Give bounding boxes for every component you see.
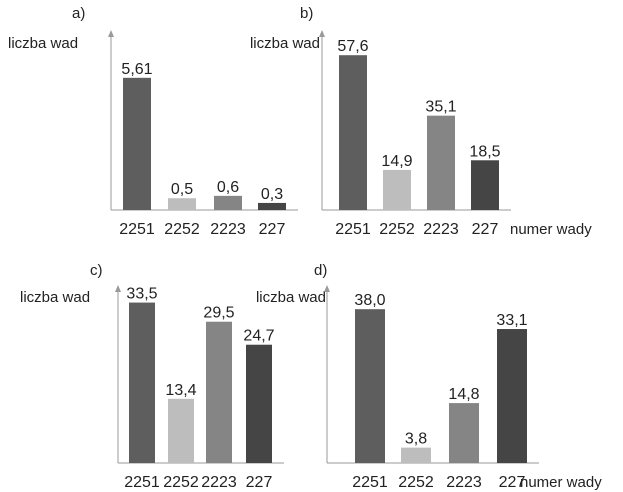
bar-value-label: 0,6: [217, 179, 239, 196]
x-tick-label: 227: [472, 221, 499, 238]
x-tick-label: 2251: [335, 221, 371, 238]
bar-2251: [355, 309, 385, 463]
x-tick-label: 2251: [119, 221, 155, 238]
x-tick-label: 2252: [398, 474, 434, 491]
bar-value-label: 33,1: [496, 312, 527, 329]
x-tick-label: 227: [246, 474, 273, 491]
bar-value-label: 33,5: [126, 286, 157, 303]
bar-value-label: 38,0: [354, 292, 385, 309]
bar-value-label: 0,5: [171, 181, 193, 198]
bar-227: [471, 160, 499, 210]
bar-2223: [427, 115, 455, 210]
x-axis-label: numer wady: [510, 221, 592, 238]
bar-value-label: 13,4: [165, 382, 196, 399]
bar-value-label: 24,7: [243, 328, 274, 345]
bar-value-label: 18,5: [469, 143, 500, 160]
y-axis-arrow-icon: [319, 30, 325, 37]
bar-227: [246, 344, 272, 463]
x-tick-label: 2223: [201, 474, 237, 491]
x-tick-label: 2223: [210, 221, 246, 238]
panel-label: b): [300, 5, 313, 22]
y-axis-arrow-icon: [324, 285, 330, 292]
panel-label: c): [90, 262, 103, 279]
bar-value-label: 35,1: [425, 99, 456, 116]
x-tick-label: 227: [259, 221, 286, 238]
bar-2223: [206, 321, 232, 463]
bar-value-label: 14,9: [381, 153, 412, 170]
bar-value-label: 3,8: [405, 431, 427, 448]
bar-2252: [401, 447, 431, 463]
x-tick-label: 2223: [446, 474, 482, 491]
bar-value-label: 0,3: [261, 186, 283, 203]
x-tick-label: 227: [499, 474, 526, 491]
x-tick-label: 2252: [163, 474, 199, 491]
bar-2251: [123, 77, 151, 210]
y-axis-label: liczba wad: [8, 35, 78, 52]
bar-value-label: 57,6: [337, 38, 368, 55]
bar-2251: [129, 302, 155, 463]
bar-value-label: 5,61: [121, 61, 152, 78]
x-tick-label: 2251: [352, 474, 388, 491]
y-axis-arrow-icon: [108, 30, 114, 37]
x-tick-label: 2252: [379, 221, 415, 238]
y-axis-label: liczba wad: [250, 35, 320, 52]
bar-value-label: 29,5: [203, 305, 234, 322]
panel-label: d): [314, 262, 327, 279]
x-tick-label: 2252: [164, 221, 200, 238]
bar-value-label: 14,8: [448, 386, 479, 403]
x-axis-label: numer wady: [520, 474, 602, 491]
y-axis-arrow-icon: [115, 285, 121, 292]
bar-227: [497, 329, 527, 463]
y-axis-label: liczba wad: [20, 289, 90, 306]
panel-label: a): [72, 5, 85, 22]
bar-2223: [449, 403, 479, 463]
bar-227: [258, 202, 286, 210]
y-axis-label: liczba wad: [256, 289, 326, 306]
x-tick-label: 2251: [124, 474, 160, 491]
bar-2251: [339, 55, 367, 211]
bar-2223: [214, 195, 242, 210]
bar-2252: [383, 169, 411, 210]
x-tick-label: 2223: [423, 221, 459, 238]
bar-2252: [168, 398, 194, 463]
bar-2252: [168, 198, 196, 210]
